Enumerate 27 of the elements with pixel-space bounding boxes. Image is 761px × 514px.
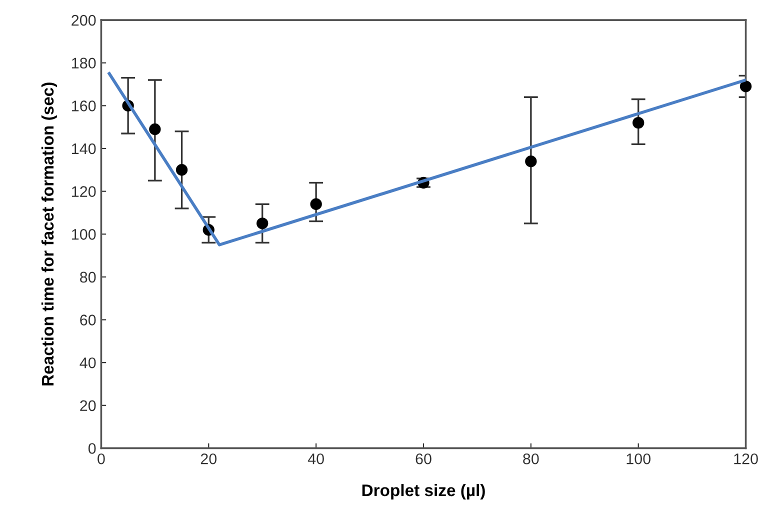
y-tick-label: 100	[72, 228, 96, 240]
x-tick-label: 120	[734, 453, 758, 464]
point	[176, 164, 188, 176]
y-tick-label: 40	[80, 357, 96, 368]
x-tick-label: 60	[416, 453, 432, 464]
y-tick-label: 20	[80, 400, 96, 412]
x-axis-title: Droplet size (µl)	[362, 484, 485, 500]
x-tick-label: 20	[200, 453, 217, 464]
y-tick-label: 120	[72, 186, 96, 197]
point	[256, 218, 268, 230]
y-tick-label: 140	[72, 143, 96, 154]
y-tick-label: 200	[72, 14, 96, 26]
point	[149, 123, 161, 136]
y-tick-label: 0	[88, 443, 96, 454]
x-tick-label: 0	[98, 453, 105, 464]
y-axis-title: Reaction time for facet formation (sec)	[41, 82, 57, 386]
y-tick-label: 180	[72, 58, 96, 69]
point	[310, 198, 322, 210]
point	[525, 155, 537, 168]
y-tick-label: 80	[80, 272, 96, 283]
x-tick-label: 100	[626, 453, 650, 464]
x-tick-label: 40	[308, 453, 324, 464]
x-tick-label: 80	[523, 453, 539, 464]
y-tick-label: 60	[80, 314, 96, 326]
point	[740, 80, 752, 92]
point	[632, 116, 644, 129]
y-tick-label: 160	[72, 100, 96, 112]
